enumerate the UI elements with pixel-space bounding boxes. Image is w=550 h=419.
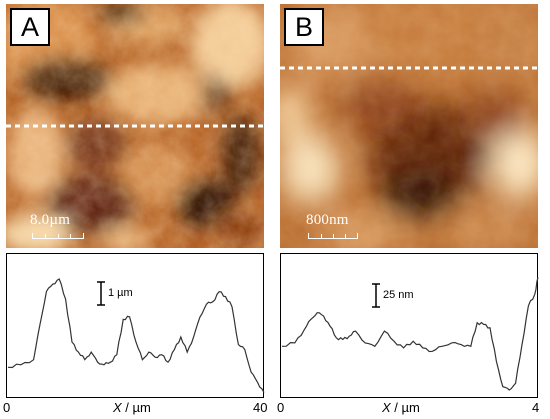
x-axis-unit-b: / µm <box>390 400 420 415</box>
z-scale-bar-a <box>97 281 105 306</box>
scale-bar-label-b: 800nm <box>306 212 349 228</box>
x-axis-label-a: X / µm <box>113 400 151 415</box>
x-tick-a-start: 0 <box>3 400 11 415</box>
profile-line-a <box>7 278 265 393</box>
afm-image-b: B 800nm <box>280 4 538 248</box>
afm-image-a: A 8.0µm <box>6 4 264 248</box>
x-tick-b-end: 4 <box>532 400 540 415</box>
scale-bar-a <box>32 233 84 239</box>
x-axis-var-a: X <box>113 400 122 415</box>
z-scale-label-b: 25 nm <box>383 289 414 301</box>
z-scale-label-a: 1 µm <box>108 287 133 299</box>
x-axis-label-b: X / µm <box>382 400 420 415</box>
z-scale-bar-b <box>372 283 380 308</box>
panel-label-a: A <box>10 8 50 46</box>
x-axis-unit-a: / µm <box>121 400 151 415</box>
x-tick-b-start: 0 <box>277 400 285 415</box>
x-tick-a-end: 40 <box>253 400 268 415</box>
scale-bar-b <box>308 233 358 239</box>
scale-bar-label-a: 8.0µm <box>30 212 71 228</box>
height-profile-b: 25 nm <box>280 253 539 398</box>
panel-label-b: B <box>284 8 324 46</box>
afm-topography-a <box>6 4 264 248</box>
profile-line-b <box>281 277 539 391</box>
profile-plot-b <box>281 277 539 391</box>
height-profile-a: 1 µm <box>6 253 265 398</box>
x-axis-var-b: X <box>382 400 391 415</box>
profile-plot-a <box>7 278 265 393</box>
